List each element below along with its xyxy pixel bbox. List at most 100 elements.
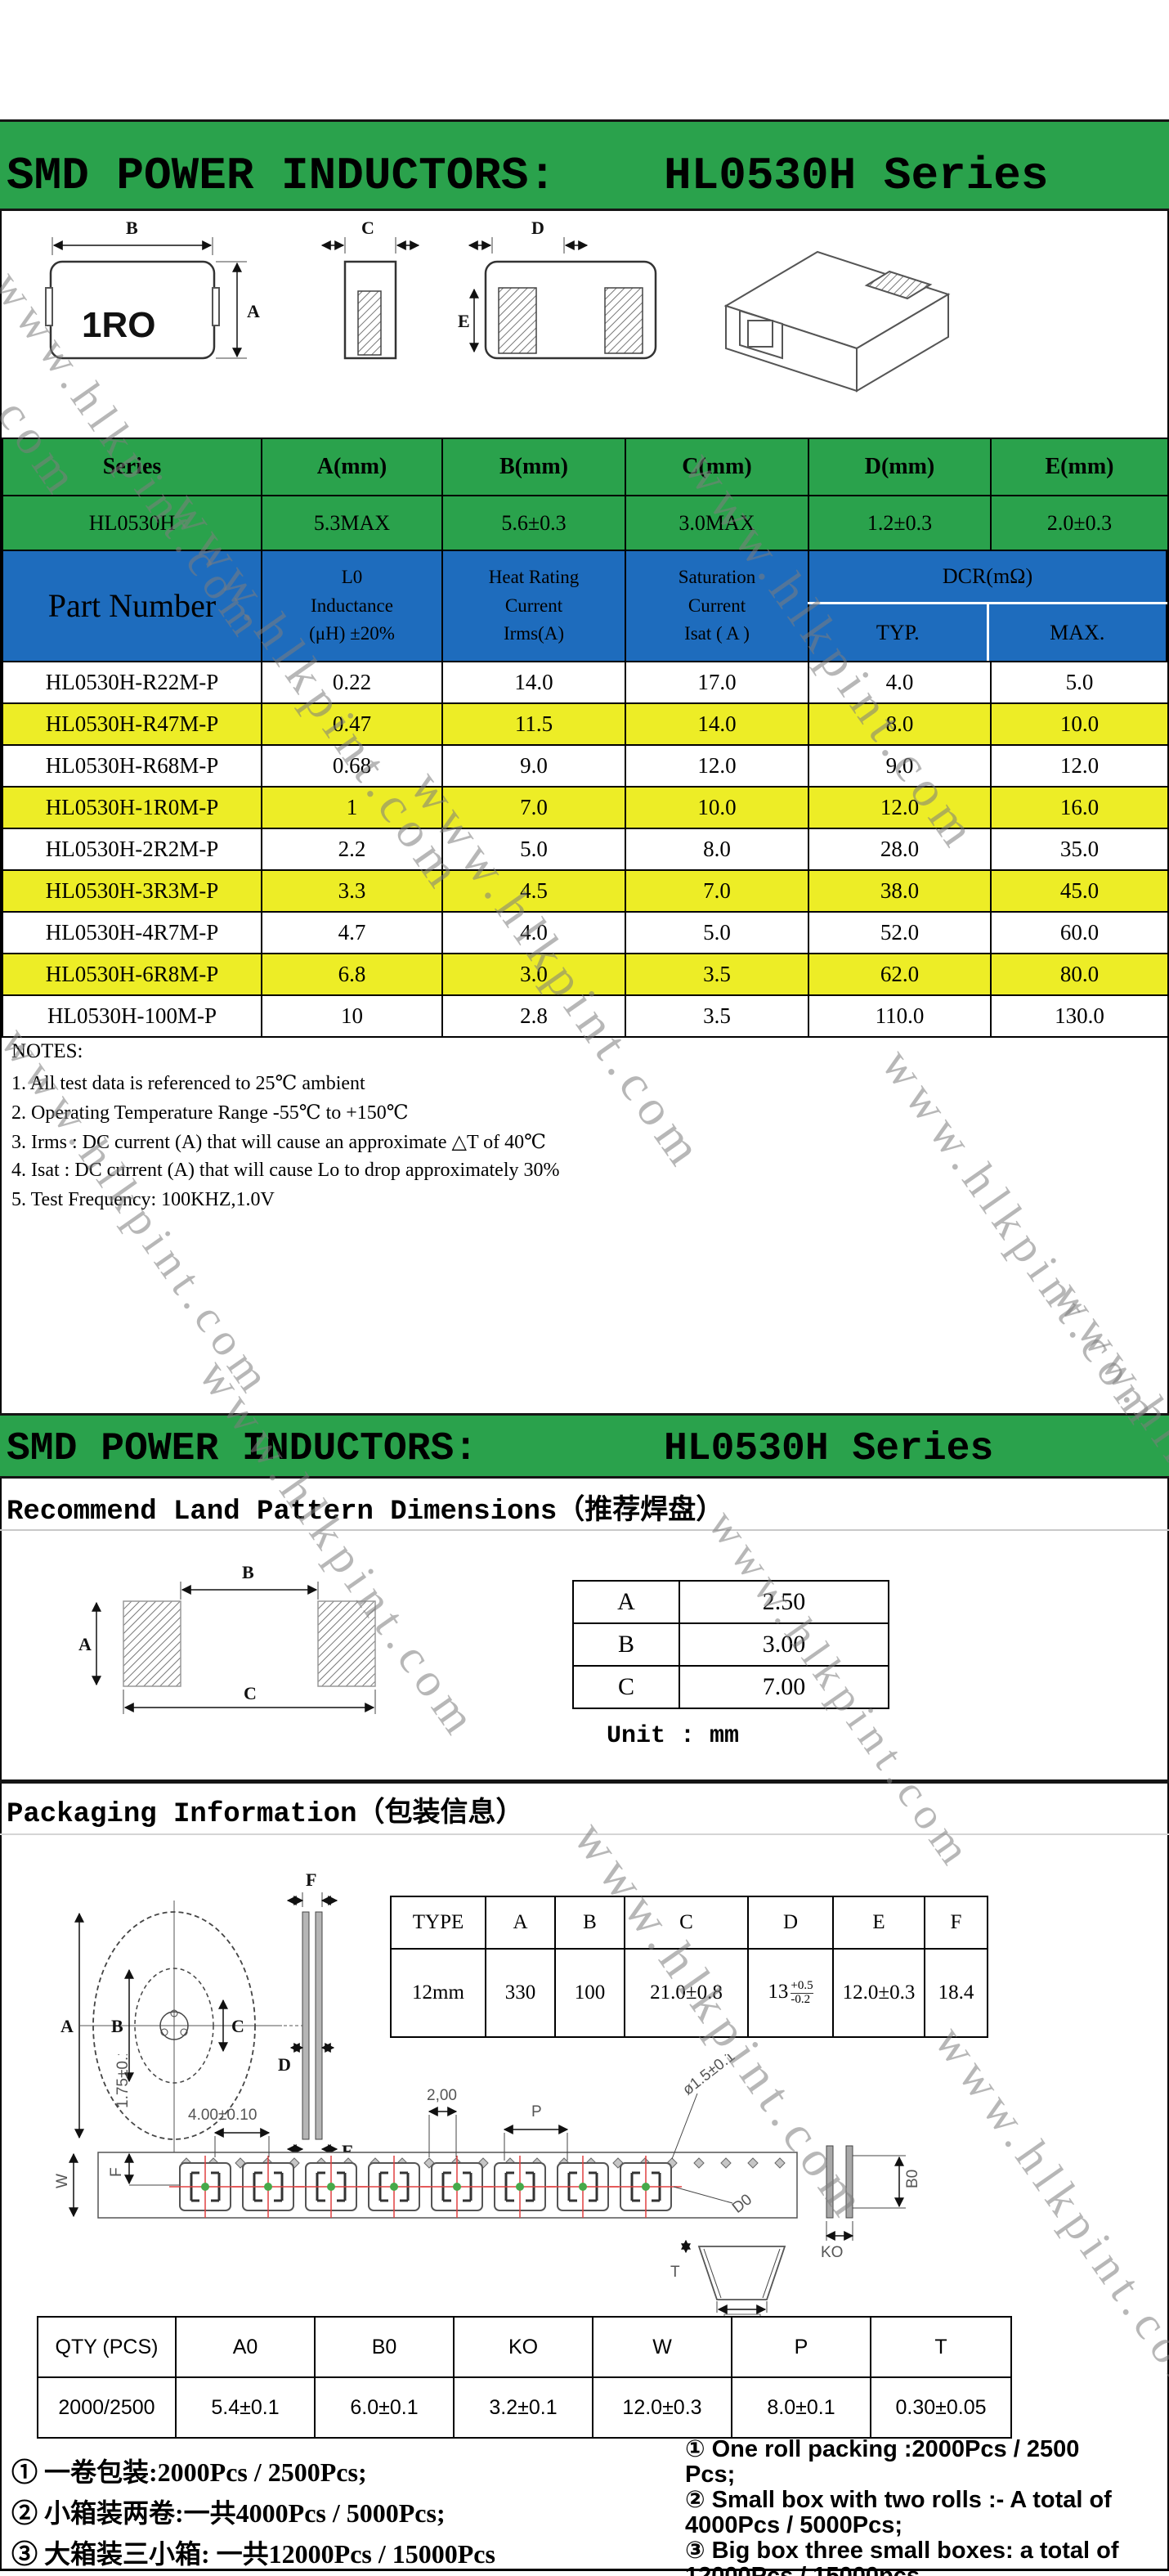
cell: 2.8 xyxy=(441,994,626,1038)
tape-dim-w: W xyxy=(54,2174,71,2188)
cell: 0.47 xyxy=(261,702,443,746)
cell: C xyxy=(572,1665,680,1709)
cell: 45.0 xyxy=(990,869,1169,913)
cell: 80.0 xyxy=(990,953,1169,996)
lp-dim-a: A xyxy=(78,1634,92,1654)
part-data-table: HL0530H-R22M-P 0.22 14.0 17.0 4.0 5.0 HL… xyxy=(2,661,1169,1038)
cell: 18.4 xyxy=(924,1948,988,2038)
cell: B xyxy=(572,1622,680,1667)
cell: 8.0±0.1 xyxy=(731,2376,871,2439)
cell: 35.0 xyxy=(990,828,1169,871)
series-dimension-table: Series A(mm) B(mm) C(mm) D(mm) E(mm) HL0… xyxy=(2,438,1169,551)
table-row: HL0530H-4R7M-P 4.7 4.0 5.0 52.0 60.0 xyxy=(2,911,1169,954)
cell: 110.0 xyxy=(808,994,992,1038)
packing-note-en: ② Small box with two rolls :- A total of… xyxy=(685,2487,1112,2538)
cell: 330 xyxy=(485,1948,556,2038)
divider xyxy=(0,1833,1169,1835)
cell: 13 +0.5 -0.2 xyxy=(747,1948,834,2038)
land-pattern-drawing: A B C xyxy=(78,1562,376,1714)
cell: 0.22 xyxy=(261,661,443,704)
table-row: HL0530H-6R8M-P 6.8 3.0 3.5 62.0 80.0 xyxy=(2,953,1169,996)
cell: 3.5 xyxy=(625,953,809,996)
cell: HL0530H-100M-P xyxy=(2,994,262,1038)
notes-title: NOTES: xyxy=(11,1040,83,1062)
table-row: Part Number L0 Inductance (μH) ±20% Heat R… xyxy=(2,550,1167,662)
packing-note-en: ① One roll packing :2000Pcs / 2500 Pcs; xyxy=(685,2436,1080,2488)
table-row: Series A(mm) B(mm) C(mm) D(mm) E(mm) xyxy=(2,438,1169,496)
cell: 5.6±0.3 xyxy=(441,495,626,551)
packing-note-cn: ② 小箱装两卷:一共4000Pcs / 5000Pcs; xyxy=(11,2498,446,2528)
cell: 1 xyxy=(261,786,443,829)
tape-dim-p: P xyxy=(531,2103,542,2120)
table-row: C 7.00 xyxy=(572,1665,889,1709)
dim-e-label: E xyxy=(458,311,470,331)
packing-note-cn: ③ 大箱装三小箱: 一共12000Pcs / 15000Pcs xyxy=(11,2539,495,2569)
cell: 9.0 xyxy=(441,744,626,788)
cell: 7.0 xyxy=(441,786,626,829)
cell: 4.0 xyxy=(441,911,626,954)
cell: 3.00 xyxy=(679,1622,889,1667)
dim-c-label: C xyxy=(361,218,374,238)
cell: DCR(mΩ) xyxy=(808,550,1167,604)
cell: F xyxy=(924,1896,988,1950)
header-band-1: SMD POWER INDUCTORS: HL0530H Series xyxy=(0,119,1169,211)
reel-dim-b: B xyxy=(111,2016,123,2036)
cell: A xyxy=(485,1896,556,1950)
note-item: 4. Isat : DC current (A) that will cause… xyxy=(11,1160,560,1181)
table-row: HL0530H 5.3MAX 5.6±0.3 3.0MAX 1.2±0.3 2.… xyxy=(2,495,1169,551)
cell: KO xyxy=(453,2316,593,2378)
cell: HL0530H-3R3M-P xyxy=(2,869,262,913)
table-row: 12mm 330 100 21.0±0.8 13 +0.5 -0.2 12.0±0.… xyxy=(390,1948,988,2038)
cell: 2.0±0.3 xyxy=(990,495,1169,551)
cell: 12.0 xyxy=(808,786,992,829)
tape-dim-ko: KO xyxy=(821,2244,843,2261)
lp-dim-b: B xyxy=(242,1562,254,1582)
cell: 0.68 xyxy=(261,744,443,788)
cell: 10.0 xyxy=(990,702,1169,746)
packing-note-cn: ① 一卷包装:2000Pcs / 2500Pcs; xyxy=(11,2457,367,2487)
cell: 62.0 xyxy=(808,953,992,996)
cell: T xyxy=(870,2316,1012,2378)
cell: 12.0 xyxy=(625,744,809,788)
note-item: 3. Irms : DC current (A) that will cause… xyxy=(11,1132,547,1153)
cell: 0.30±0.05 xyxy=(870,2376,1012,2439)
cell: 3.3 xyxy=(261,869,443,913)
cell: D xyxy=(747,1896,834,1950)
cell: Series xyxy=(2,438,262,496)
cell: QTY (PCS) xyxy=(37,2316,177,2378)
table-row: 2000/2500 5.4±0.1 6.0±0.1 3.2±0.1 12.0±0… xyxy=(37,2376,1012,2439)
land-pattern-table: A 2.50 B 3.00 C 7.00 xyxy=(572,1580,889,1709)
note-item: 2. Operating Temperature Range -55℃ to +… xyxy=(11,1102,409,1124)
cell: HL0530H-1R0M-P xyxy=(2,786,262,829)
cell: 17.0 xyxy=(625,661,809,704)
cell: 3.0MAX xyxy=(625,495,809,551)
cell: D(mm) xyxy=(808,438,992,496)
cell: 5.0 xyxy=(625,911,809,954)
cell: 16.0 xyxy=(990,786,1169,829)
cell: 100 xyxy=(554,1948,625,2038)
isometric-view xyxy=(723,250,951,393)
packing-note-en: ③ Big box three small boxes: a total of … xyxy=(685,2538,1119,2576)
cell: 52.0 xyxy=(808,911,992,954)
cell: 4.7 xyxy=(261,911,443,954)
cell: L0 Inductance (μH) ±20% xyxy=(261,550,443,662)
tape-dim-175: 1.75±0.10 xyxy=(114,2054,132,2108)
cell: 6.0±0.1 xyxy=(314,2376,455,2439)
cell: 12.0 xyxy=(990,744,1169,788)
series-title: HL0530H Series xyxy=(664,150,1049,202)
cell: E xyxy=(832,1896,925,1950)
reel-drawing: A B C F E D xyxy=(60,1869,354,2161)
reel-dim-a: A xyxy=(60,2016,74,2036)
cell: 5.0 xyxy=(990,661,1169,704)
cell: HL0530H-R22M-P xyxy=(2,661,262,704)
cell: Saturation Current Isat ( A ) xyxy=(625,550,809,662)
cell: 14.0 xyxy=(441,661,626,704)
notes-section: NOTES: 1. All test data is referenced to… xyxy=(11,1040,560,1218)
cell: 60.0 xyxy=(990,911,1169,954)
reel-type-table: TYPE A B C D E F 12mm 330 100 21.0±0.8 1… xyxy=(390,1896,988,2038)
divider xyxy=(0,1529,1169,1531)
cell: HL0530H-R68M-P xyxy=(2,744,262,788)
cell: 14.0 xyxy=(625,702,809,746)
qty-table: QTY (PCS) A0 B0 KO W P T 2000/2500 5.4±0… xyxy=(37,2316,1012,2439)
